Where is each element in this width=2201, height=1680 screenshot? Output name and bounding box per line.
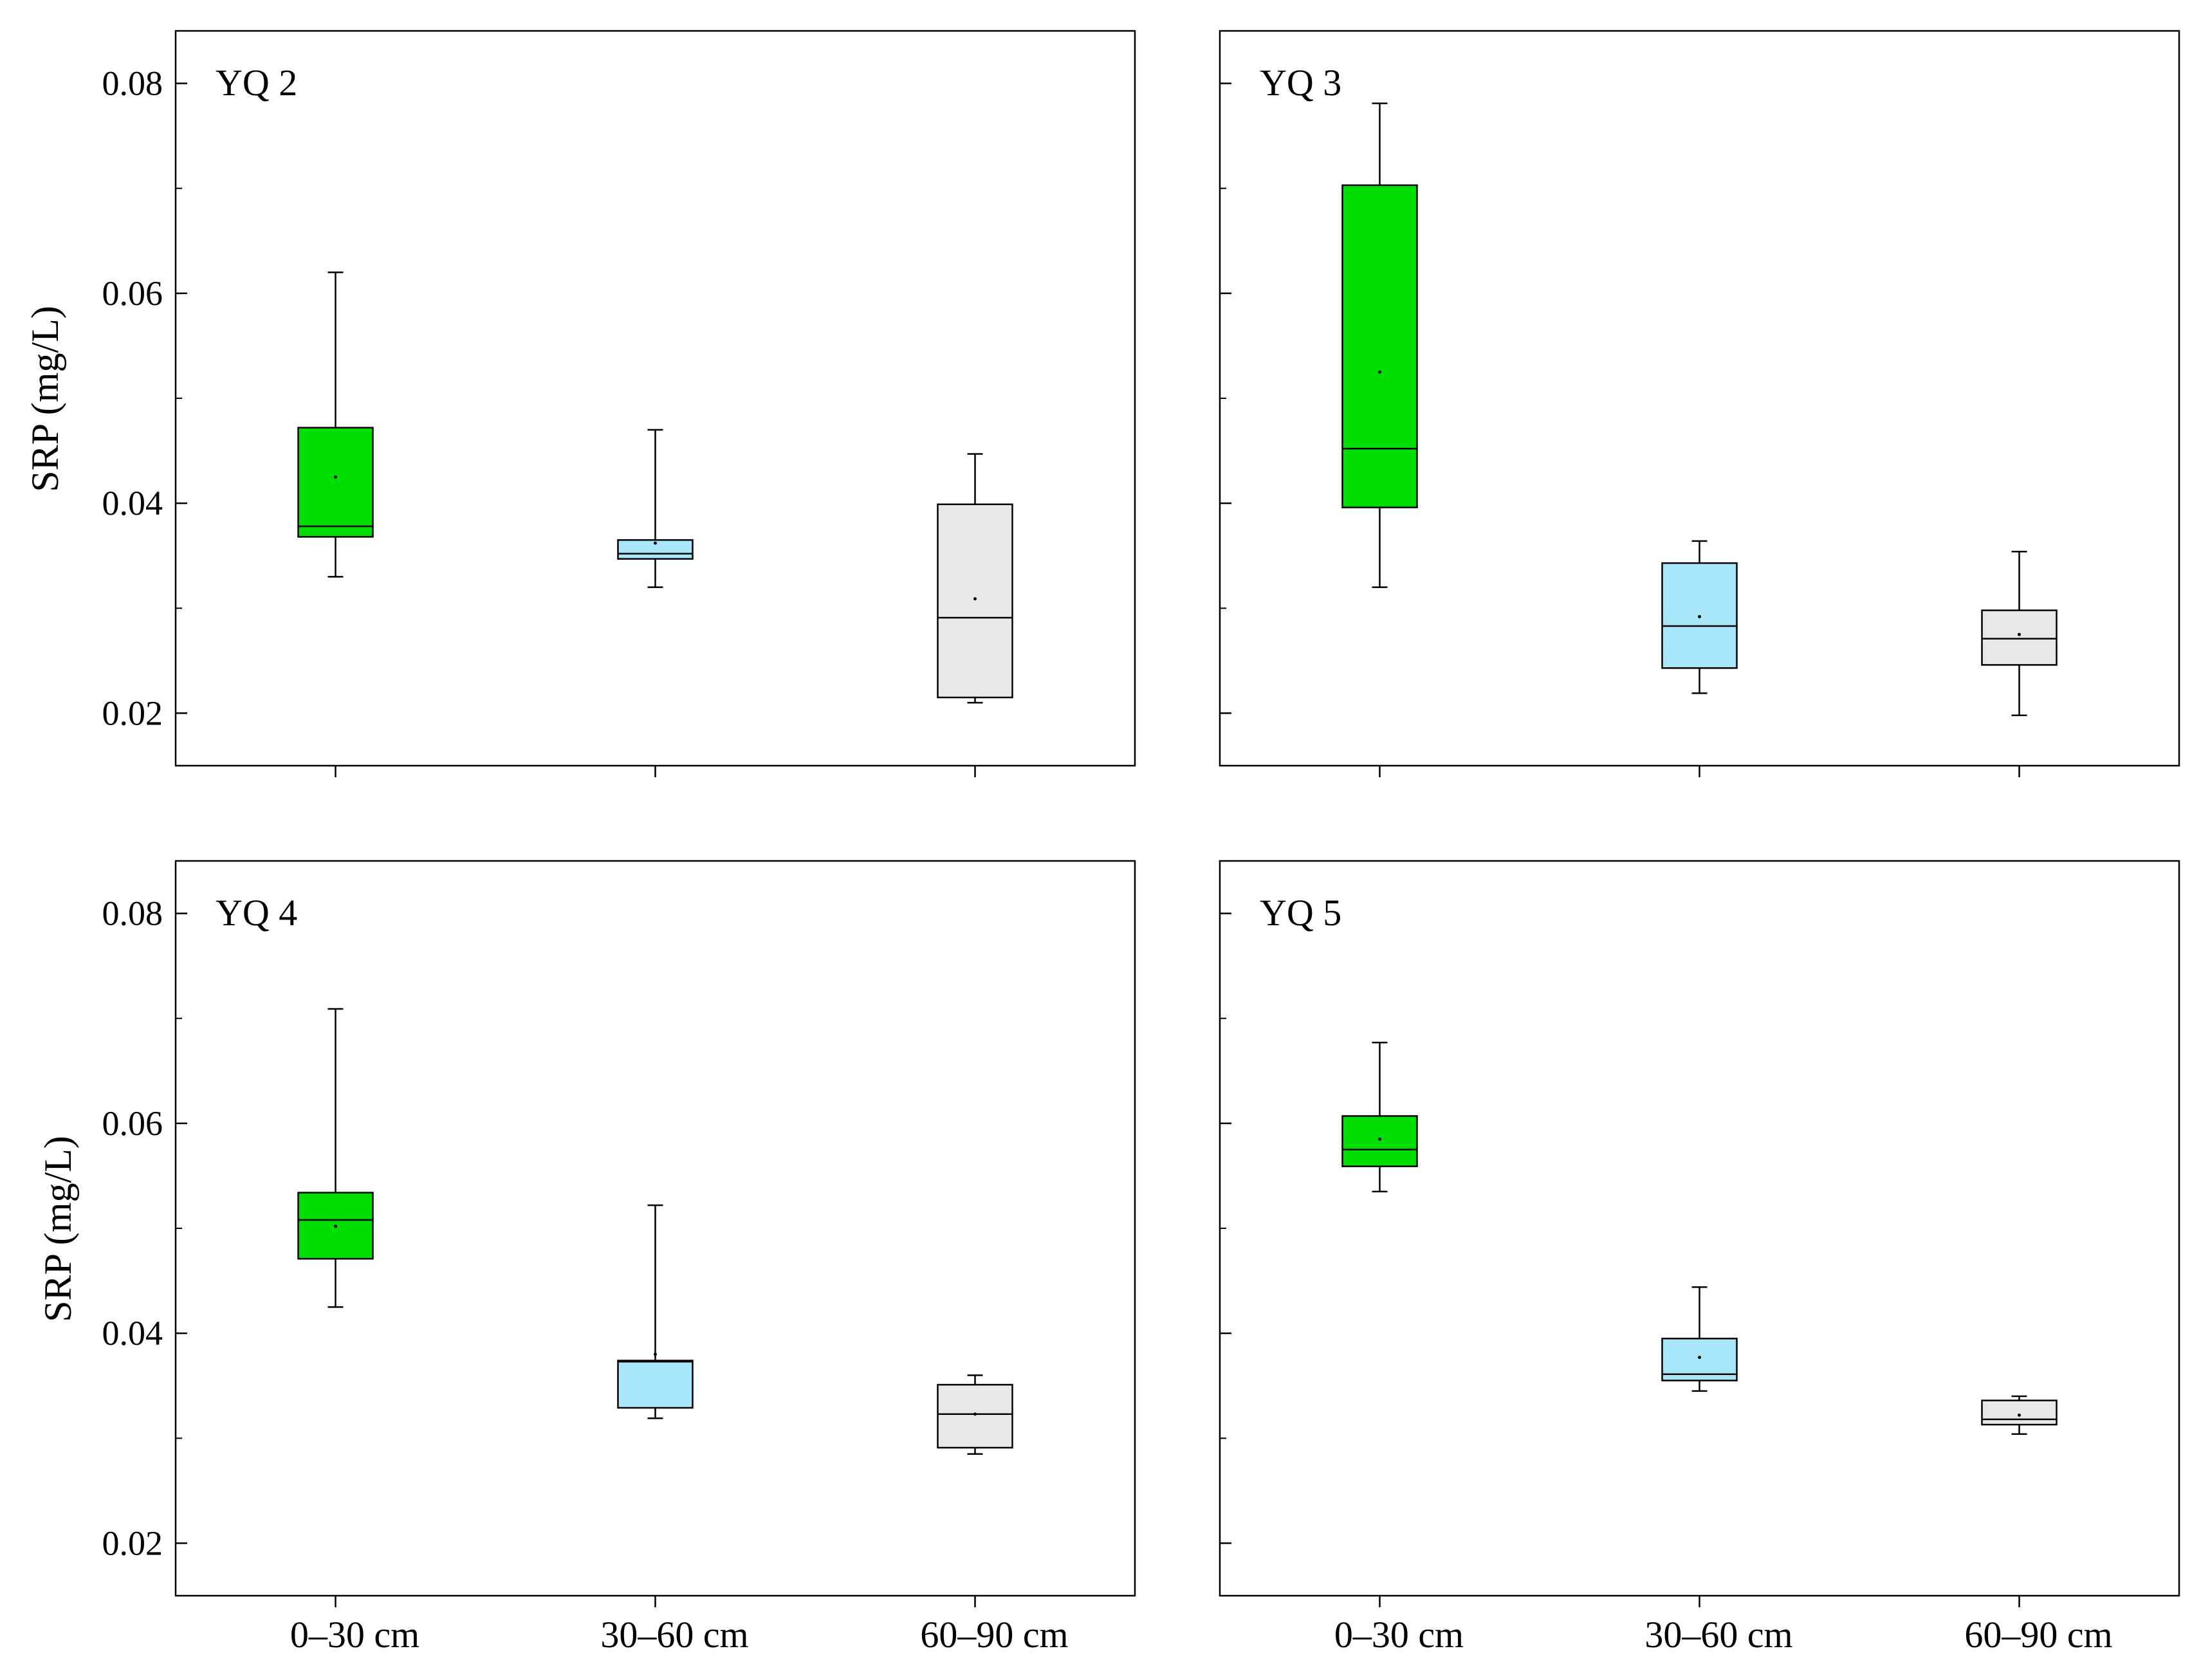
panel-title: YQ 2 [216,62,297,104]
mean-marker [654,541,657,545]
box-2 [1661,540,1738,694]
mean-marker [334,1224,337,1228]
panel-1: 0.02 0.04 0.06 0.08 YQ 2 SRP (mg/L) [24,30,1136,777]
mean-marker [1698,1356,1701,1360]
panel-title: YQ 3 [1260,62,1341,104]
x-tick-label: 60–90 cm [1964,1614,2112,1656]
box-2 [617,1204,694,1419]
x-tick-label: 60–90 cm [920,1614,1068,1656]
plot-frame [1219,860,2180,1597]
iqr-box [1341,1115,1418,1167]
panel-title: YQ 4 [216,892,297,934]
x-tick-label: 30–60 cm [600,1614,748,1656]
y-tick-label: 0.04 [102,1314,163,1352]
mean-marker [1698,614,1701,618]
mean-marker [1378,1137,1381,1141]
mean-marker [654,1352,657,1356]
mean-marker [2018,1413,2021,1417]
box-3 [937,453,1013,704]
y-axis-label: SRP (mg/L) [37,1136,79,1322]
y-axis-label: SRP (mg/L) [24,306,66,492]
iqr-box [617,1360,694,1409]
iqr-box [1981,609,2058,666]
x-tick-label: 0–30 cm [1334,1614,1464,1656]
iqr-box [1341,184,1418,508]
panel-3: 0.02 0.04 0.06 0.08 0–30 cm 30–60 cm 60–90 cm Y… [37,860,1136,1656]
y-tick-label: 0.08 [102,894,163,933]
box-1 [297,1008,374,1308]
panel-2: YQ 3 [1219,30,2180,777]
x-tick-label: 0–30 cm [290,1614,419,1656]
y-tick-label: 0.08 [102,64,163,103]
box-1 [297,271,374,578]
box-3 [1981,1395,2058,1435]
panel-title: YQ 5 [1260,892,1341,934]
box-3 [937,1374,1013,1455]
iqr-box [937,1383,1013,1449]
iqr-box [1981,1399,2058,1426]
mean-marker [2018,632,2021,636]
iqr-box [297,427,374,538]
mean-marker [973,1412,977,1416]
box-2 [617,429,694,588]
mean-marker [973,597,977,601]
box-2 [1661,1286,1738,1392]
box-1 [1341,1041,1418,1193]
box-1 [1341,102,1418,588]
iqr-box [937,503,1013,699]
y-tick-label: 0.04 [102,484,163,522]
y-tick-label: 0.02 [102,694,163,732]
mean-marker [1378,370,1381,374]
y-tick-label: 0.02 [102,1524,163,1562]
panel-4: 0–30 cm 30–60 cm 60–90 cm YQ 5 [1219,860,2180,1656]
box-3 [1981,550,2058,716]
y-tick-label: 0.06 [102,1104,163,1143]
y-tick-label: 0.06 [102,274,163,313]
mean-marker [334,475,337,479]
x-tick-label: 30–60 cm [1644,1614,1792,1656]
